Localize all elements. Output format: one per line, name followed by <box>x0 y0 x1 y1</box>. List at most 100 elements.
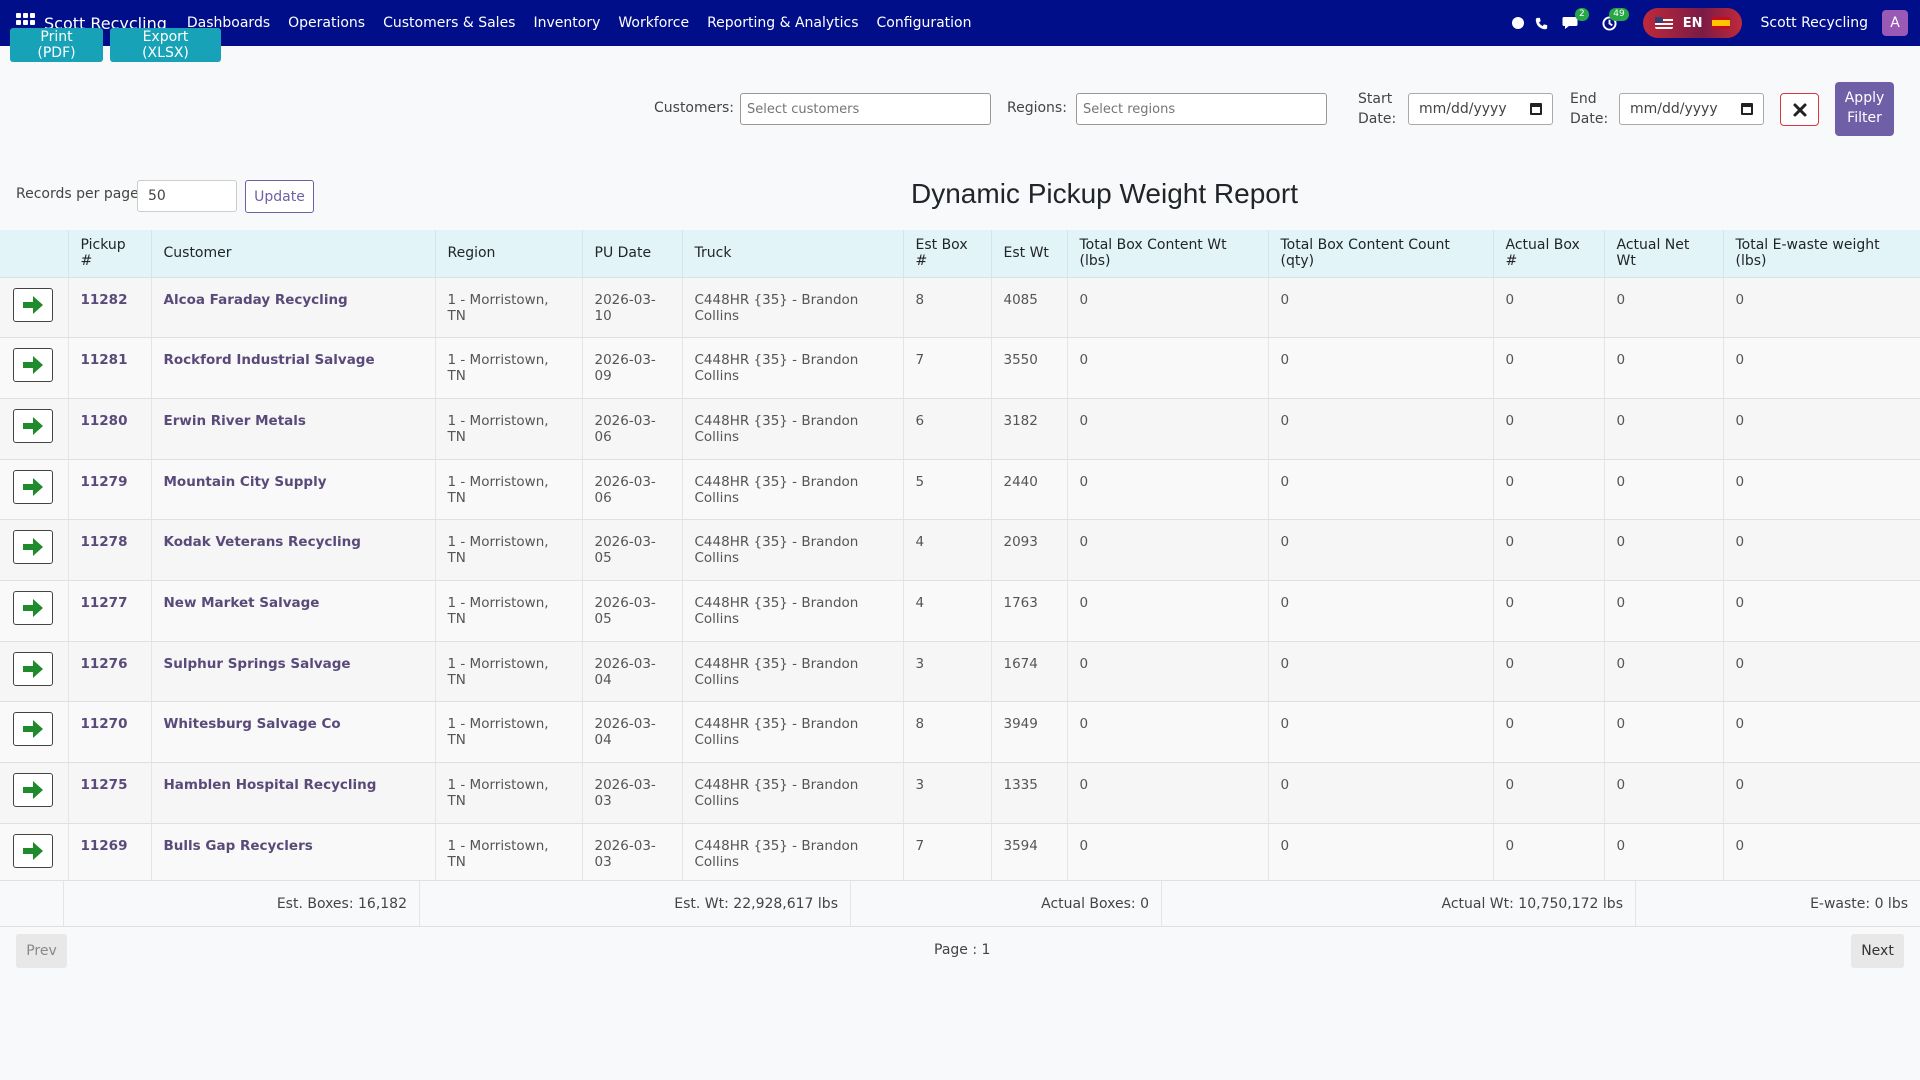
cell-box-content-wt: 0 <box>1067 580 1269 642</box>
cell-pickup-number[interactable]: 11282 <box>68 277 152 339</box>
cell-customer-name[interactable]: Whitesburg Salvage Co <box>151 701 436 763</box>
cell-box-content-count: 0 <box>1268 337 1494 399</box>
language-switcher[interactable]: EN <box>1642 8 1743 38</box>
col-header-actual-box[interactable]: Actual Box # <box>1493 230 1605 278</box>
cell-ewaste-weight: 0 <box>1723 277 1920 339</box>
col-header-customer[interactable]: Customer <box>151 230 436 278</box>
clear-filter-button[interactable] <box>1780 93 1819 126</box>
arrow-right-icon <box>23 659 43 678</box>
cell-customer-name[interactable]: Mountain City Supply <box>151 459 436 521</box>
cell-customer-name[interactable]: Hamblen Hospital Recycling <box>151 762 436 824</box>
customers-select[interactable] <box>740 93 991 125</box>
regions-select[interactable] <box>1076 93 1327 125</box>
cell-customer-name[interactable]: Kodak Veterans Recycling <box>151 519 436 581</box>
end-date-input[interactable]: mm/dd/yyyy <box>1619 93 1764 125</box>
open-pickup-button[interactable] <box>13 348 53 383</box>
col-header-pu-date[interactable]: PU Date <box>582 230 683 278</box>
cell-customer-name[interactable]: New Market Salvage <box>151 580 436 642</box>
menu-workforce[interactable]: Workforce <box>618 15 690 31</box>
print-pdf-button[interactable]: Print (PDF) <box>10 28 103 62</box>
table-row: 11276 Sulphur Springs Salvage 1 - Morristo… <box>0 641 1920 703</box>
open-pickup-button[interactable] <box>13 712 53 747</box>
arrow-right-icon <box>23 598 43 617</box>
cell-pu-date: 2026-03-05 <box>582 519 683 581</box>
cell-est-wt: 2093 <box>991 519 1068 581</box>
col-header-box-content-wt[interactable]: Total Box Content Wt (lbs) <box>1067 230 1269 278</box>
cell-region: 1 - Morristown, TN <box>435 823 583 885</box>
cell-est-wt: 2440 <box>991 459 1068 521</box>
col-header-ewaste-weight[interactable]: Total E-waste weight (lbs) <box>1723 230 1920 278</box>
open-pickup-button[interactable] <box>13 773 53 807</box>
row-action-cell <box>0 823 69 885</box>
cell-actual-box: 0 <box>1493 337 1605 399</box>
calendar-icon[interactable] <box>1741 103 1753 115</box>
cell-actual-net-wt: 0 <box>1604 762 1724 824</box>
cell-pickup-number[interactable]: 11270 <box>68 701 152 763</box>
calendar-icon[interactable] <box>1530 103 1542 115</box>
col-header-est-wt[interactable]: Est Wt <box>991 230 1068 278</box>
status-dot-icon[interactable] <box>1509 14 1527 32</box>
customers-label: Customers: <box>654 100 735 116</box>
open-pickup-button[interactable] <box>13 590 53 625</box>
cell-pickup-number[interactable]: 11280 <box>68 398 152 460</box>
menu-inventory[interactable]: Inventory <box>533 15 601 31</box>
open-pickup-button[interactable] <box>13 287 53 322</box>
cell-pickup-number[interactable]: 11277 <box>68 580 152 642</box>
menu-operations[interactable]: Operations <box>288 15 366 31</box>
avatar[interactable]: A <box>1882 10 1908 36</box>
records-per-page-input[interactable] <box>137 180 237 212</box>
col-header-region[interactable]: Region <box>435 230 583 278</box>
open-pickup-button[interactable] <box>13 408 53 443</box>
start-date-input[interactable]: mm/dd/yyyy <box>1408 93 1553 125</box>
activity-clock-icon[interactable]: 49 <box>1601 8 1629 32</box>
start-date-label-line1: Start <box>1358 91 1393 107</box>
cell-est-box: 8 <box>903 701 992 763</box>
cell-customer-name[interactable]: Sulphur Springs Salvage <box>151 641 436 703</box>
chat-icon[interactable]: 2 <box>1561 8 1589 32</box>
cell-truck: C448HR {35} - Brandon Collins <box>682 641 904 703</box>
cell-customer-name[interactable]: Bulls Gap Recyclers <box>151 823 436 885</box>
cell-pickup-number[interactable]: 11275 <box>68 762 152 824</box>
es-flag-icon <box>1712 17 1731 29</box>
phone-icon[interactable] <box>1533 14 1551 32</box>
col-header-est-box[interactable]: Est Box # <box>903 230 992 278</box>
top-navbar: Scott Recycling Dashboards Operations Cu… <box>0 0 1920 46</box>
cell-actual-box: 0 <box>1493 641 1605 703</box>
cell-est-box: 3 <box>903 762 992 824</box>
col-header-truck[interactable]: Truck <box>682 230 904 278</box>
cell-pickup-number[interactable]: 11276 <box>68 641 152 703</box>
cell-pickup-number[interactable]: 11269 <box>68 823 152 885</box>
prev-page-button[interactable]: Prev <box>16 934 67 968</box>
company-name[interactable]: Scott Recycling <box>1760 15 1868 31</box>
next-page-button[interactable]: Next <box>1851 934 1904 968</box>
col-header-box-content-count[interactable]: Total Box Content Count (qty) <box>1268 230 1494 278</box>
cell-region: 1 - Morristown, TN <box>435 641 583 703</box>
open-pickup-button[interactable] <box>13 469 53 504</box>
cell-truck: C448HR {35} - Brandon Collins <box>682 277 904 339</box>
menu-reporting-analytics[interactable]: Reporting & Analytics <box>707 15 859 31</box>
cell-truck: C448HR {35} - Brandon Collins <box>682 337 904 399</box>
cell-pickup-number[interactable]: 11279 <box>68 459 152 521</box>
open-pickup-button[interactable] <box>13 530 53 565</box>
cell-pickup-number[interactable]: 11278 <box>68 519 152 581</box>
cell-customer-name[interactable]: Erwin River Metals <box>151 398 436 460</box>
open-pickup-button[interactable] <box>13 833 53 868</box>
col-header-actual-net-wt[interactable]: Actual Net Wt <box>1604 230 1724 278</box>
menu-dashboards[interactable]: Dashboards <box>186 15 271 31</box>
apply-filter-button[interactable]: Apply Filter <box>1835 82 1894 136</box>
cell-box-content-wt: 0 <box>1067 277 1269 339</box>
brand-name[interactable]: Scott Recycling <box>44 13 167 33</box>
cell-est-wt: 3949 <box>991 701 1068 763</box>
cell-actual-net-wt: 0 <box>1604 337 1724 399</box>
menu-configuration[interactable]: Configuration <box>876 15 972 31</box>
update-button[interactable]: Update <box>245 180 314 213</box>
menu-customers-sales[interactable]: Customers & Sales <box>383 15 516 31</box>
cell-box-content-count: 0 <box>1268 762 1494 824</box>
cell-customer-name[interactable]: Alcoa Faraday Recycling <box>151 277 436 339</box>
col-header-pickup[interactable]: Pickup # <box>68 230 152 278</box>
export-xlsx-button[interactable]: Export (XLSX) <box>110 28 221 62</box>
table-row: 11270 Whitesburg Salvage Co 1 - Morristown… <box>0 701 1920 763</box>
cell-pickup-number[interactable]: 11281 <box>68 337 152 399</box>
cell-customer-name[interactable]: Rockford Industrial Salvage <box>151 337 436 399</box>
open-pickup-button[interactable] <box>13 651 53 686</box>
